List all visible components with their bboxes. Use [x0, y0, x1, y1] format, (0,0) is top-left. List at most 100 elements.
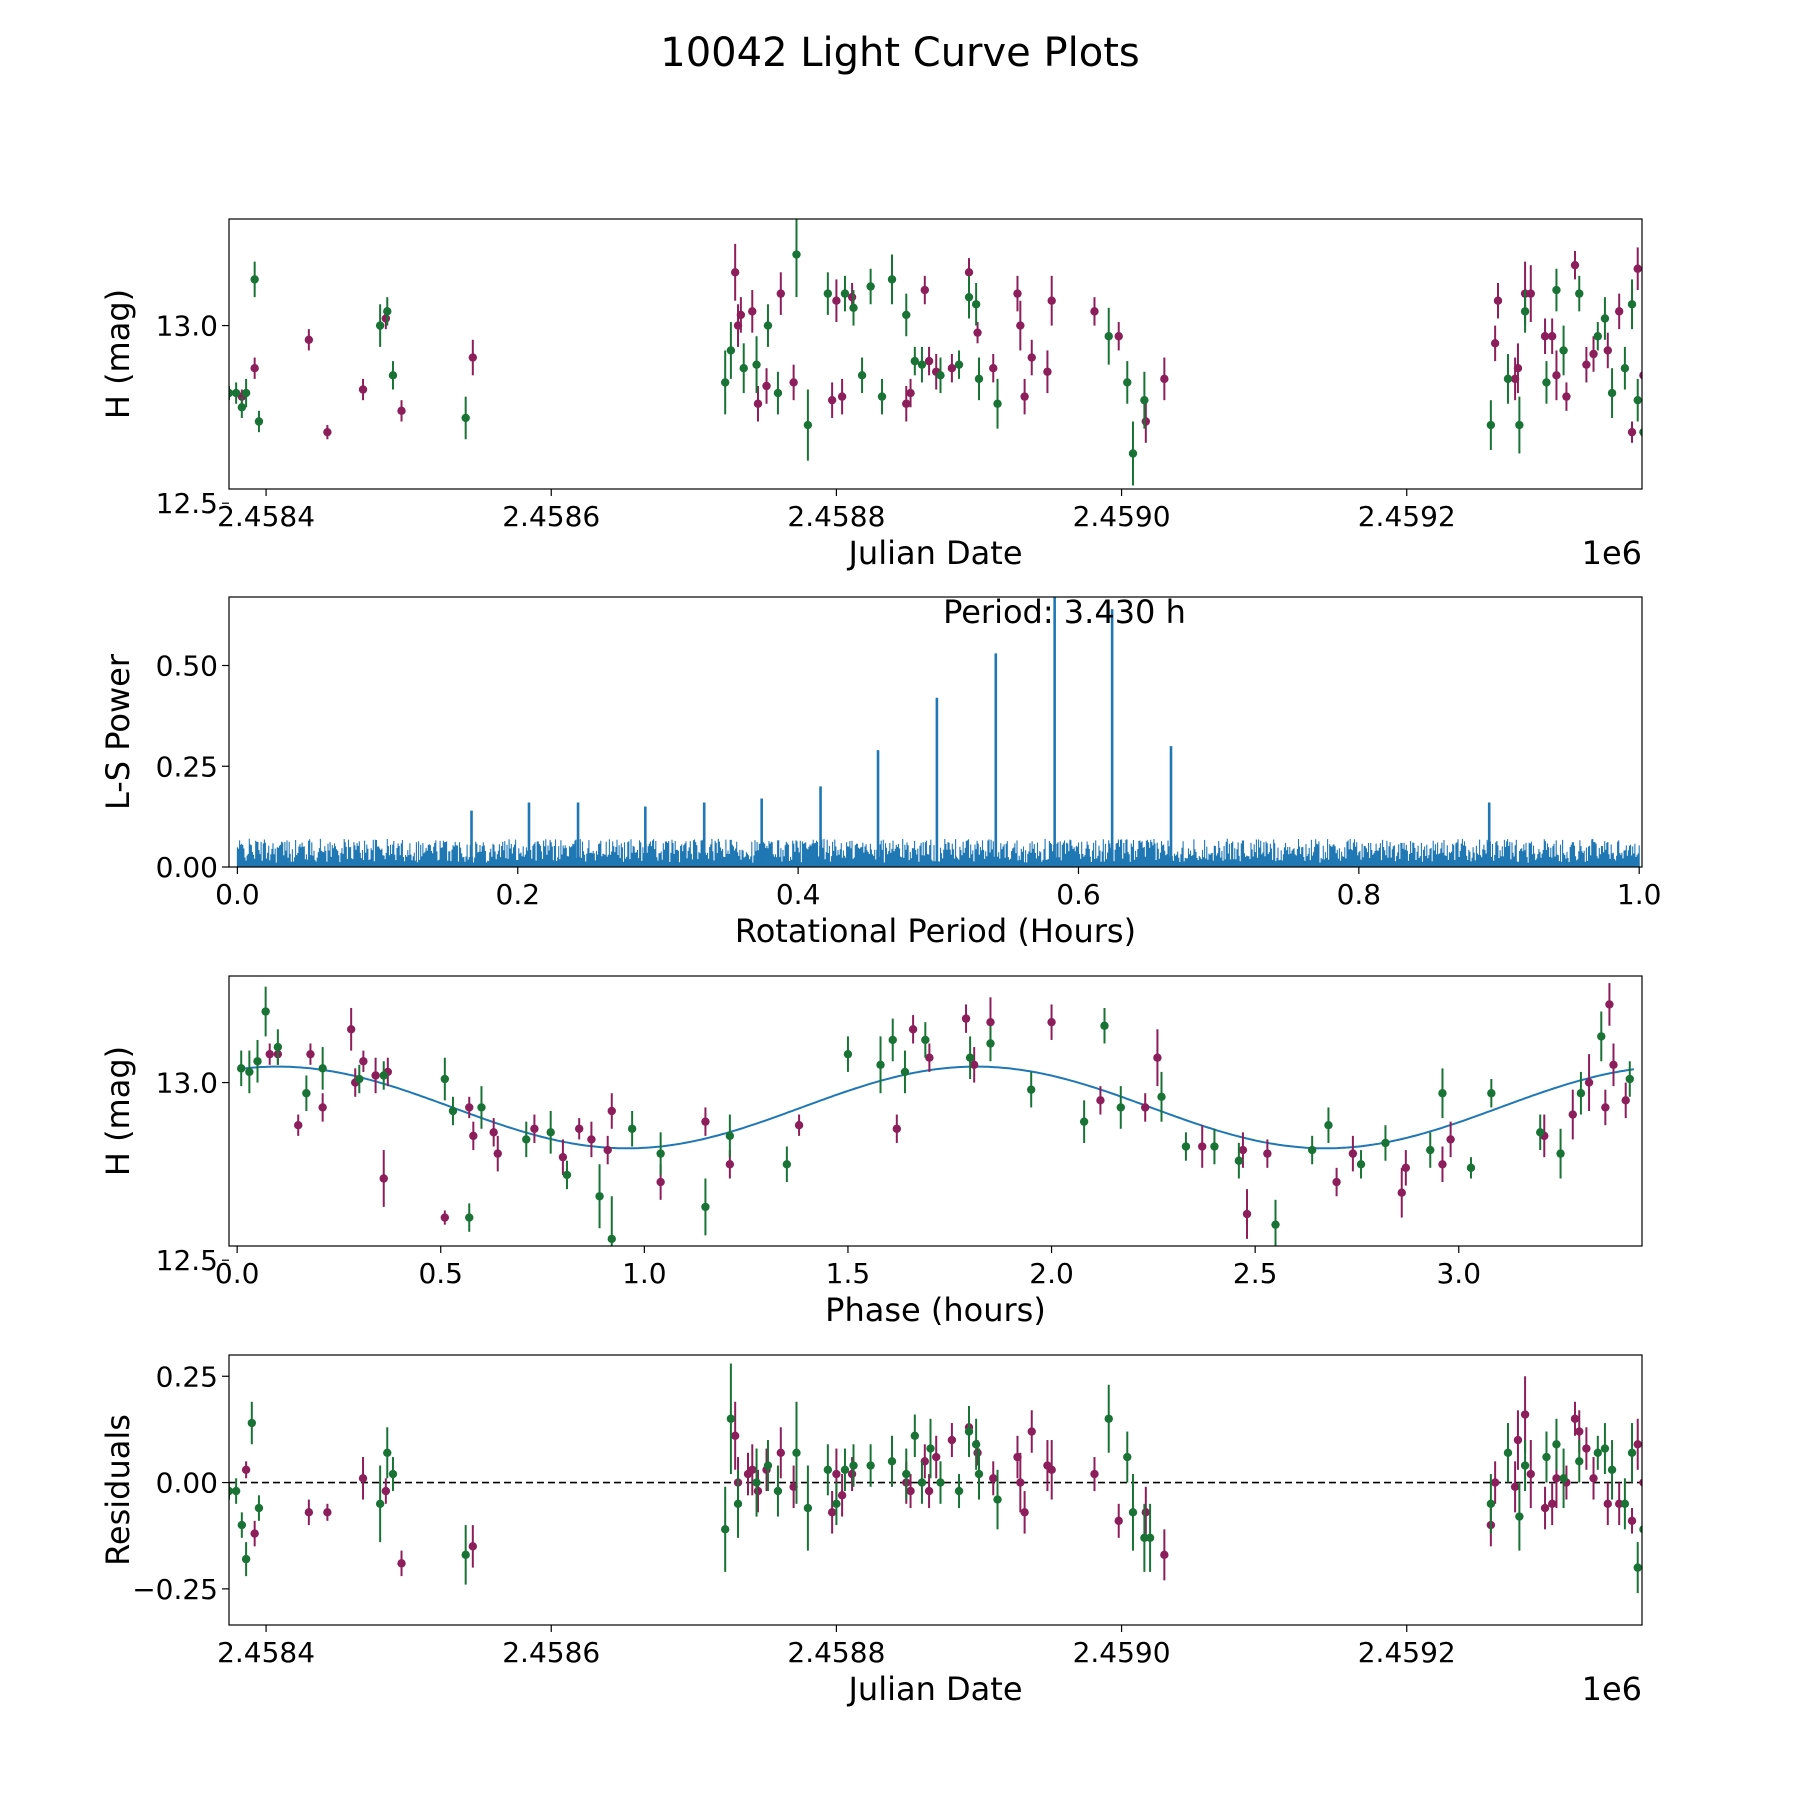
data-point	[1526, 289, 1535, 298]
x-tick-label: 1.0	[622, 1257, 667, 1290]
data-point	[1520, 307, 1530, 316]
data-point	[1633, 1563, 1642, 1572]
data-point	[792, 1448, 801, 1457]
data-point	[346, 1025, 356, 1034]
data-point	[1601, 1103, 1610, 1112]
data-point	[752, 1478, 761, 1487]
panel-folded: 0.0 0.5 1.0 1.5 2.0 2.5 3.0 12.5 13.0 Phase (hour…	[99, 975, 1643, 1329]
data-point	[1540, 332, 1550, 341]
data-point	[739, 364, 748, 373]
data-point	[730, 268, 740, 277]
x-tick-label: 0.0	[215, 878, 260, 911]
data-point	[973, 328, 982, 337]
data-point	[925, 1053, 934, 1062]
data-point	[546, 1128, 555, 1137]
x-axis-label: Julian Date	[846, 1670, 1022, 1708]
data-point	[294, 1121, 303, 1130]
data-point	[1160, 1550, 1169, 1560]
data-point	[241, 1554, 251, 1564]
data-point	[469, 1131, 478, 1141]
data-point	[763, 1461, 773, 1470]
data-point	[971, 300, 981, 309]
data-point	[558, 1152, 568, 1162]
data-point	[358, 1474, 368, 1483]
data-point	[1263, 1149, 1272, 1158]
data-point	[627, 1124, 637, 1133]
data-point	[359, 1057, 368, 1066]
data-point	[840, 289, 850, 298]
data-point	[1520, 1410, 1530, 1419]
panel-raw: 2.4584 2.4586 2.4588 2.4590 2.4592 12.5 13.0 Ju…	[99, 218, 1643, 572]
data-point	[1242, 1209, 1252, 1219]
data-point	[562, 1170, 572, 1180]
data-point	[318, 1103, 327, 1112]
data-point	[254, 1503, 264, 1513]
data-point	[1493, 296, 1503, 305]
plot-frame	[228, 1354, 1643, 1626]
data-point	[887, 1457, 897, 1466]
data-point	[773, 1486, 783, 1496]
data-point	[1210, 1142, 1219, 1151]
data-point	[1438, 1089, 1447, 1098]
data-point	[1620, 364, 1630, 373]
data-point	[1140, 395, 1149, 405]
data-point	[229, 388, 234, 398]
data-point	[1090, 1469, 1099, 1479]
data-point	[1160, 374, 1169, 384]
data-point	[803, 420, 813, 430]
data-point	[1016, 1478, 1025, 1487]
data-point	[250, 364, 259, 373]
data-point	[1570, 1414, 1580, 1423]
data-point	[1607, 1465, 1617, 1475]
data-point	[306, 1049, 315, 1059]
data-point	[231, 388, 241, 398]
x-tick-label: 3.0	[1436, 1257, 1481, 1290]
data-point	[924, 356, 934, 366]
x-tick-label: 1.0	[1617, 878, 1662, 911]
data-point	[701, 1202, 710, 1212]
data-point	[1114, 1516, 1123, 1526]
data-point	[900, 1067, 910, 1077]
data-point	[1016, 321, 1025, 330]
data-point	[237, 1064, 246, 1073]
data-point	[1603, 1499, 1612, 1509]
y-axis-label: H (mag)	[99, 1046, 137, 1176]
data-point	[379, 1174, 388, 1183]
data-point	[1639, 1525, 1642, 1534]
plot-area-raw	[229, 219, 1642, 486]
data-point	[902, 1469, 911, 1479]
series-green	[229, 219, 1642, 486]
data-point	[397, 1559, 406, 1568]
data-point	[1486, 1499, 1496, 1509]
data-point	[792, 250, 801, 259]
period-annotation: Period: 3.430 h	[943, 593, 1186, 631]
data-point	[1600, 314, 1610, 323]
data-point	[355, 1074, 364, 1084]
data-point	[876, 1060, 885, 1070]
data-point	[1487, 1089, 1496, 1098]
data-point	[318, 1064, 327, 1073]
data-point	[1145, 1533, 1155, 1543]
data-point	[1575, 1457, 1584, 1466]
series-purple	[241, 1376, 1642, 1581]
data-point	[1605, 1000, 1614, 1009]
data-point	[837, 392, 847, 401]
data-point	[1593, 1448, 1602, 1457]
data-point	[1607, 388, 1617, 398]
data-point	[1490, 339, 1500, 348]
data-point	[522, 1135, 531, 1144]
data-point	[849, 303, 858, 313]
data-point	[261, 1007, 270, 1016]
data-point	[753, 1486, 763, 1496]
x-tick-label: 0.2	[496, 878, 541, 911]
periodogram-power-line	[236, 838, 1640, 867]
x-axis-label: Rotational Period (Hours)	[735, 912, 1136, 950]
data-point	[323, 1508, 332, 1517]
x-tick-label: 2.4584	[217, 1636, 315, 1669]
data-point	[304, 1508, 314, 1517]
data-point	[375, 321, 385, 330]
data-point	[1047, 1017, 1056, 1027]
data-point	[989, 364, 998, 373]
data-point	[1627, 300, 1637, 309]
data-point	[1198, 1142, 1207, 1151]
